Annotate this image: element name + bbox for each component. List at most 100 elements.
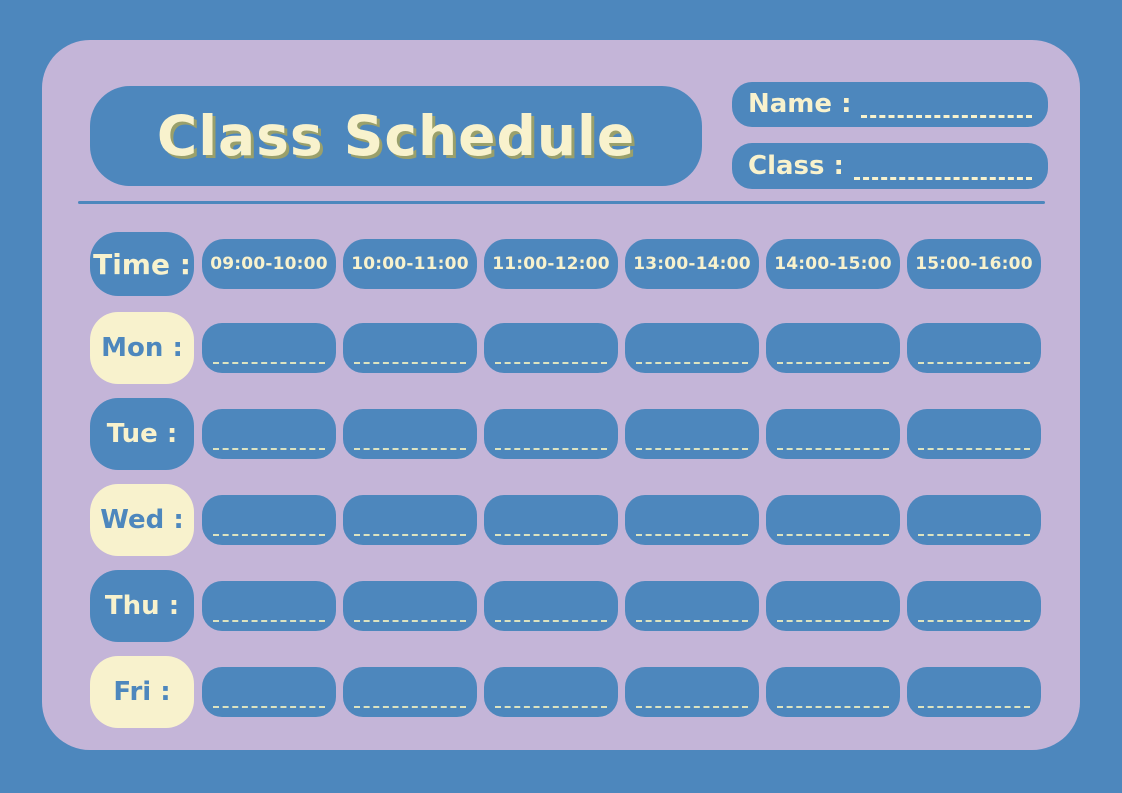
schedule-cell-wed-5[interactable] (907, 495, 1041, 545)
time-slot-3: 13:00-14:00 (625, 239, 759, 289)
day-cell-list (202, 484, 1041, 556)
name-field: Name : (732, 82, 1048, 127)
schedule-cell-thu-5[interactable] (907, 581, 1041, 631)
day-row-thu: Thu : (90, 570, 1050, 642)
cell-write-line (495, 362, 607, 364)
cell-write-line (777, 534, 889, 536)
schedule-cell-tue-0[interactable] (202, 409, 336, 459)
cell-write-line (495, 706, 607, 708)
schedule-cell-mon-4[interactable] (766, 323, 900, 373)
day-label-thu: Thu : (90, 570, 194, 642)
class-field: Class : (732, 143, 1048, 189)
time-slot-0: 09:00-10:00 (202, 239, 336, 289)
time-slot-list: 09:00-10:00 10:00-11:00 11:00-12:00 13:00-1… (202, 232, 1041, 296)
cell-write-line (213, 534, 325, 536)
cell-write-line (636, 534, 748, 536)
schedule-cell-thu-3[interactable] (625, 581, 759, 631)
title-box: Class Schedule (90, 86, 702, 186)
time-slot-5: 15:00-16:00 (907, 239, 1041, 289)
cell-write-line (777, 620, 889, 622)
day-label-text: Mon : (101, 333, 183, 363)
schedule-cell-wed-1[interactable] (343, 495, 477, 545)
cell-write-line (636, 706, 748, 708)
day-label-text: Tue : (106, 419, 178, 449)
schedule-cell-tue-1[interactable] (343, 409, 477, 459)
cell-write-line (354, 448, 466, 450)
class-label: Class : (748, 151, 844, 181)
time-header-row: Time :09:00-10:00 10:00-11:00 11:00-12:00 1… (90, 232, 1050, 296)
day-label-tue: Tue : (90, 398, 194, 470)
cell-write-line (354, 362, 466, 364)
schedule-cell-fri-2[interactable] (484, 667, 618, 717)
cell-write-line (213, 706, 325, 708)
schedule-cell-fri-0[interactable] (202, 667, 336, 717)
time-slot-4: 14:00-15:00 (766, 239, 900, 289)
day-label-wed: Wed : (90, 484, 194, 556)
schedule-cell-tue-3[interactable] (625, 409, 759, 459)
schedule-cell-mon-1[interactable] (343, 323, 477, 373)
schedule-card: Class Schedule Name : Class : Time : 09:0… (42, 40, 1080, 750)
day-row-mon: Mon : (90, 312, 1050, 384)
class-input-line[interactable] (853, 177, 1032, 180)
day-row-tue: Tue : (90, 398, 1050, 470)
day-label-text: Thu : (104, 591, 180, 621)
schedule-cell-mon-2[interactable] (484, 323, 618, 373)
page-title: Class Schedule (156, 104, 636, 168)
header-divider (78, 201, 1045, 204)
schedule-cell-fri-3[interactable] (625, 667, 759, 717)
day-cell-list (202, 656, 1041, 728)
schedule-cell-thu-2[interactable] (484, 581, 618, 631)
day-cell-list (202, 312, 1041, 384)
schedule-cell-thu-0[interactable] (202, 581, 336, 631)
cell-write-line (354, 534, 466, 536)
day-label-text: Wed : (100, 505, 184, 535)
day-row-fri: Fri : (90, 656, 1050, 728)
name-label: Name : (748, 89, 852, 119)
day-label-mon: Mon : (90, 312, 194, 384)
schedule-grid: Time :09:00-10:00 10:00-11:00 11:00-12:00 1… (90, 232, 1050, 742)
day-label-fri: Fri : (90, 656, 194, 728)
schedule-cell-fri-4[interactable] (766, 667, 900, 717)
day-cell-list (202, 570, 1041, 642)
cell-write-line (213, 362, 325, 364)
time-slot-1: 10:00-11:00 (343, 239, 477, 289)
cell-write-line (354, 620, 466, 622)
schedule-cell-fri-1[interactable] (343, 667, 477, 717)
cell-write-line (918, 448, 1030, 450)
schedule-cell-thu-1[interactable] (343, 581, 477, 631)
schedule-cell-wed-4[interactable] (766, 495, 900, 545)
schedule-cell-mon-3[interactable] (625, 323, 759, 373)
schedule-cell-mon-5[interactable] (907, 323, 1041, 373)
cell-write-line (495, 534, 607, 536)
day-label-text: Fri : (113, 677, 171, 707)
cell-write-line (918, 362, 1030, 364)
cell-write-line (777, 362, 889, 364)
cell-write-line (918, 534, 1030, 536)
cell-write-line (213, 448, 325, 450)
schedule-cell-wed-3[interactable] (625, 495, 759, 545)
cell-write-line (777, 706, 889, 708)
schedule-cell-tue-4[interactable] (766, 409, 900, 459)
time-label: Time : (90, 232, 194, 296)
time-slot-2: 11:00-12:00 (484, 239, 618, 289)
name-input-line[interactable] (861, 115, 1032, 118)
day-row-wed: Wed : (90, 484, 1050, 556)
schedule-cell-thu-4[interactable] (766, 581, 900, 631)
cell-write-line (918, 620, 1030, 622)
schedule-cell-mon-0[interactable] (202, 323, 336, 373)
cell-write-line (777, 448, 889, 450)
cell-write-line (354, 706, 466, 708)
cell-write-line (495, 620, 607, 622)
cell-write-line (636, 448, 748, 450)
time-label-text: Time : (93, 247, 191, 281)
cell-write-line (918, 706, 1030, 708)
schedule-cell-wed-0[interactable] (202, 495, 336, 545)
cell-write-line (213, 620, 325, 622)
schedule-cell-fri-5[interactable] (907, 667, 1041, 717)
day-cell-list (202, 398, 1041, 470)
schedule-cell-tue-2[interactable] (484, 409, 618, 459)
schedule-cell-wed-2[interactable] (484, 495, 618, 545)
cell-write-line (636, 620, 748, 622)
schedule-cell-tue-5[interactable] (907, 409, 1041, 459)
cell-write-line (636, 362, 748, 364)
